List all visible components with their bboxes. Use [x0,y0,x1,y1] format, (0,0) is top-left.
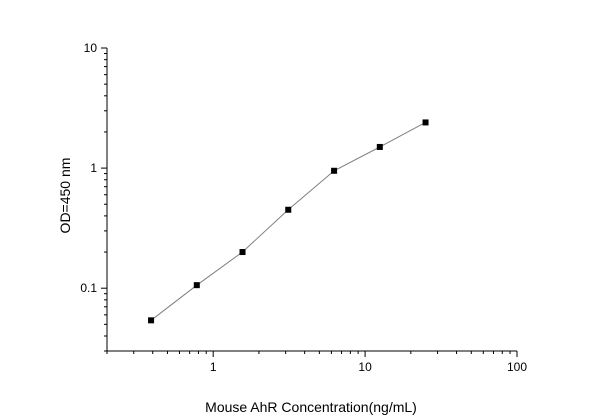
data-point-marker [376,143,383,150]
y-tick-label: 1 [90,161,97,175]
axes: 0.1 1 10 1 10 100 [80,41,527,374]
data-point-marker [148,317,155,324]
x-tick-label: 10 [358,360,372,374]
data-point-marker [422,119,429,126]
x-tick-label: 1 [210,360,217,374]
series-line [150,121,426,321]
x-axis-title: Mouse AhR Concentration(ng/mL) [205,399,417,415]
y-tick-label: 0.1 [80,281,97,295]
data-point-marker [331,167,338,174]
y-tick-label: 10 [84,41,98,55]
x-tick-label: 100 [507,360,527,374]
data-point-marker [193,282,200,289]
data-point-marker [285,206,292,213]
series-layer [148,119,429,324]
data-point-marker [239,249,246,256]
y-axis-title: OD=450 nm [57,158,73,234]
